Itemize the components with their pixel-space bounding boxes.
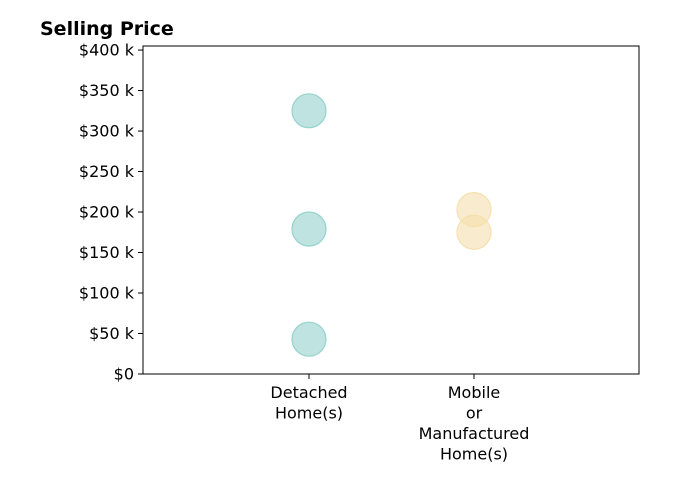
y-tick-label: $400 k [79,41,135,60]
x-tick-label-line: Mobile [448,383,500,402]
data-point [456,214,492,250]
y-tick-label: $100 k [79,284,135,303]
y-tick-label: $0 [114,365,134,384]
x-tick-label-line: or [466,404,483,423]
x-tick-label: Detached Home(s) [270,383,347,423]
data-point [291,321,327,357]
x-tick-label-line: Home(s) [275,404,343,423]
x-tick-label-line: Home(s) [440,445,508,464]
x-tick-label-line: Manufactured [419,424,530,443]
data-point [291,211,327,247]
y-tick-label: $150 k [79,243,135,262]
y-tick-label: $350 k [79,81,135,100]
x-tick-label: Mobile or Manufactured Home(s) [419,383,530,464]
x-tick-label-line: Detached [270,383,347,402]
y-tick-label: $250 k [79,162,135,181]
chart-title: Selling Price [40,18,174,40]
y-tick-label: $200 k [79,203,135,222]
y-tick-label: $50 k [89,324,135,343]
y-tick-label: $300 k [79,122,135,141]
data-point [291,93,327,129]
plot-area-frame [142,45,640,375]
